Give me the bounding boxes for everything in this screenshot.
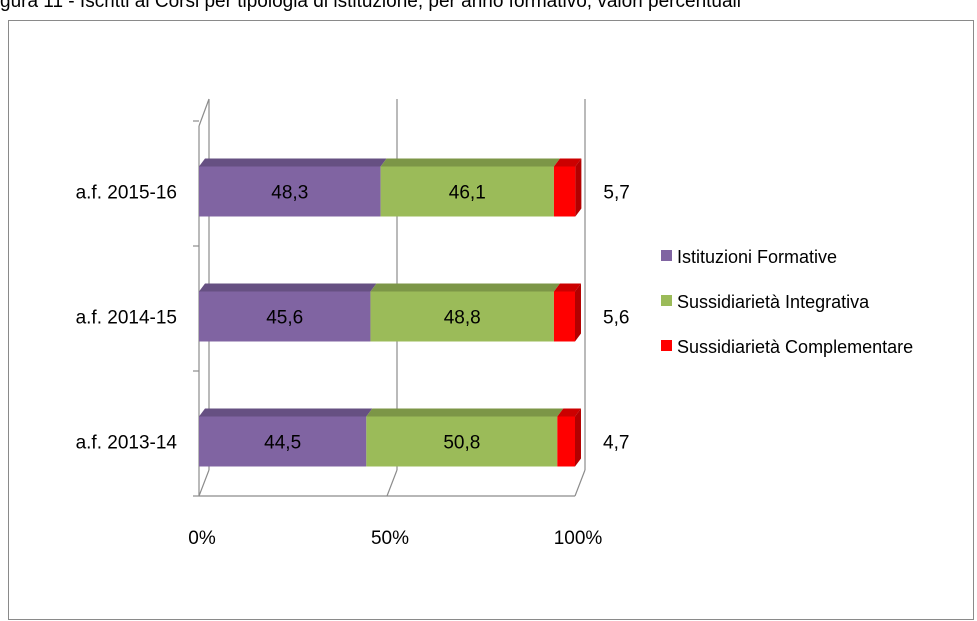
data-label: 50,8	[443, 433, 480, 454]
legend-label: Sussidiarietà Complementare	[677, 337, 913, 357]
bar-segment	[370, 291, 554, 342]
figure-caption: gura 11 - Iscritti ai Corsi per tipologi…	[0, 0, 741, 11]
bar-top-face	[199, 158, 387, 167]
bar-segment	[553, 166, 576, 217]
stacked-bar-chart: 0% 50% 100% a.f. 2015-16 48,3 46,1 5,7 a.f. 201…	[76, 98, 913, 550]
bar-segment	[199, 166, 381, 217]
bar-top-face	[370, 283, 560, 292]
data-label: 4,7	[603, 433, 629, 454]
bar-top-face	[553, 158, 582, 167]
legend-label: Sussidiarietà Integrativa	[677, 292, 870, 312]
bar-side-face	[575, 158, 582, 217]
data-label: 5,6	[603, 308, 629, 329]
bar-segment	[557, 416, 575, 467]
bar-segment	[199, 416, 367, 467]
labels-layer: 0% 50% 100% a.f. 2015-16 48,3 46,1 5,7 a.f. 201…	[76, 183, 630, 550]
category-label: a.f. 2013-14	[76, 433, 178, 454]
bar-side-face	[575, 408, 581, 467]
data-label: 48,8	[444, 308, 481, 329]
data-label: 44,5	[264, 433, 301, 454]
category-label: a.f. 2014-15	[76, 308, 177, 329]
bar-top-face	[380, 158, 560, 167]
legend-swatch	[661, 295, 672, 306]
legend-label: Istituzioni Formative	[677, 247, 837, 267]
legend-swatch	[661, 250, 672, 261]
data-label: 48,3	[271, 183, 308, 204]
bar-top-face	[199, 283, 377, 292]
bar-top-face	[199, 408, 373, 417]
bar-top-face	[557, 408, 581, 417]
floor-depth-line	[198, 469, 210, 497]
x-tick-label: 100%	[554, 528, 603, 549]
bar-top-face	[366, 408, 564, 417]
bar-segment	[199, 291, 371, 342]
x-tick-label: 0%	[188, 528, 216, 549]
data-label: 45,6	[266, 308, 303, 329]
bar-segment	[380, 166, 554, 217]
bar-segment	[366, 416, 558, 467]
data-label: 5,7	[603, 183, 629, 204]
floor-depth-line	[574, 469, 586, 497]
x-tick-label: 50%	[371, 528, 409, 549]
chart-frame: 0% 50% 100% a.f. 2015-16 48,3 46,1 5,7 a.f. 201…	[8, 20, 974, 620]
bar-side-face	[575, 283, 581, 342]
bar-segment	[553, 291, 575, 342]
wall-top-edge	[198, 98, 210, 127]
legend-swatch	[661, 340, 672, 351]
bars-layer	[199, 158, 582, 467]
legend: Istituzioni Formative Sussidiarietà Integ…	[661, 247, 913, 357]
bar-top-face	[553, 283, 581, 292]
floor-depth-line	[386, 469, 398, 497]
category-label: a.f. 2015-16	[76, 183, 177, 204]
data-label: 46,1	[449, 183, 486, 204]
